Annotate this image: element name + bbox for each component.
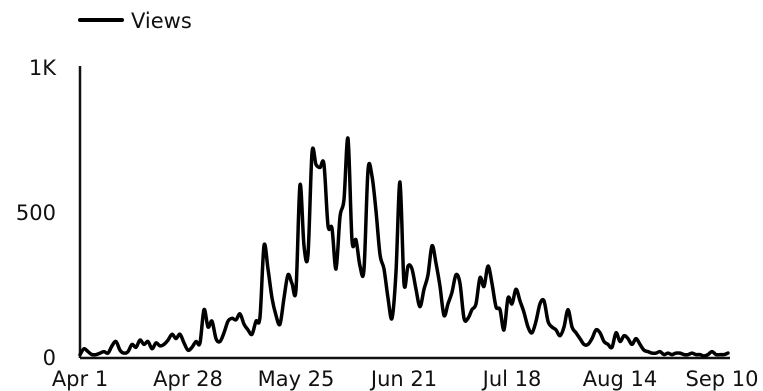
series-line-views (78, 136, 730, 358)
x-tick-label: Apr 1 (52, 367, 108, 391)
x-tick-label: Apr 28 (153, 367, 223, 391)
y-tick-label: 500 (16, 201, 56, 225)
x-tick-label: Jul 18 (481, 367, 542, 391)
x-axis: Apr 1 Apr 28 May 25 Jun 21 Jul 18 Aug 14… (52, 356, 759, 391)
y-tick-label: 1K (29, 56, 57, 80)
y-axis: 0 500 1K (16, 56, 82, 370)
legend-label-views: Views (131, 9, 192, 33)
x-tick-label: Sep 10 (686, 367, 759, 391)
x-tick-label: Jun 21 (369, 367, 437, 391)
y-tick-label: 0 (43, 346, 56, 370)
chart-legend: Views (78, 9, 192, 33)
x-tick-label: May 25 (258, 367, 335, 391)
x-tick-label: Aug 14 (583, 367, 657, 391)
